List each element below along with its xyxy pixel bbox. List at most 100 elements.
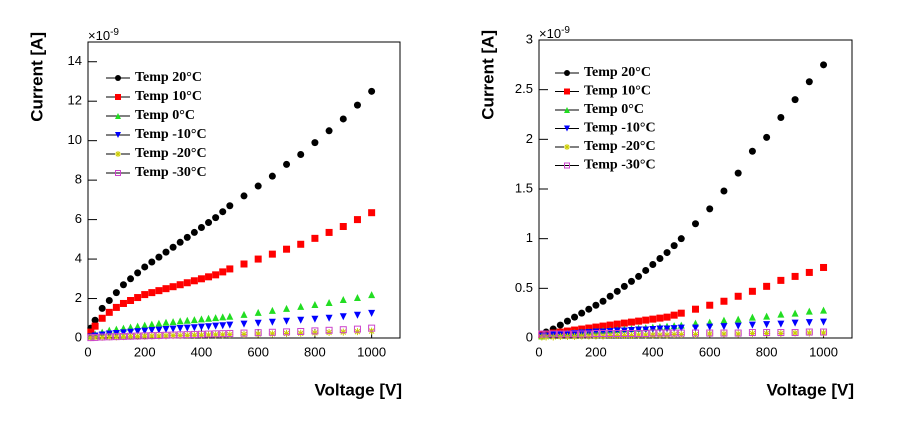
point — [791, 96, 799, 104]
y-tick-label: 2.5 — [515, 81, 533, 96]
plot-frame — [87, 41, 401, 339]
point — [649, 331, 657, 339]
legend-label: Temp 0°C — [135, 108, 195, 123]
legend-label: Temp 10°C — [135, 89, 202, 104]
y-tick-label: 8 — [75, 172, 82, 187]
point — [190, 324, 198, 332]
point — [183, 279, 191, 287]
point — [635, 330, 643, 338]
point — [162, 326, 170, 334]
point — [325, 326, 333, 334]
point — [134, 322, 142, 330]
point — [571, 333, 579, 341]
point — [670, 331, 678, 339]
point — [549, 330, 557, 338]
point — [226, 202, 234, 210]
x-tick-label: 800 — [304, 344, 326, 359]
point — [155, 331, 163, 339]
point — [556, 333, 564, 341]
point — [748, 313, 756, 321]
point — [613, 320, 621, 328]
point — [162, 332, 170, 340]
point — [169, 318, 177, 326]
point — [226, 329, 234, 337]
point — [311, 139, 319, 147]
point — [219, 268, 227, 276]
point — [706, 330, 714, 338]
point — [240, 330, 248, 338]
point — [368, 209, 376, 217]
point — [105, 333, 113, 341]
legend-label: Temp 20°C — [584, 65, 651, 80]
x-axis-label: Voltage [V] — [766, 380, 854, 399]
point — [748, 329, 756, 337]
point — [592, 323, 600, 331]
point — [627, 332, 635, 340]
point — [777, 113, 785, 121]
point — [219, 330, 227, 338]
point — [670, 311, 678, 319]
point — [311, 315, 319, 323]
legend-marker — [115, 132, 121, 138]
point — [183, 331, 191, 339]
point — [268, 318, 276, 326]
point — [176, 325, 184, 333]
point — [677, 235, 685, 243]
point — [212, 314, 220, 322]
point — [585, 330, 593, 338]
point — [556, 321, 564, 329]
point — [311, 329, 319, 337]
point — [692, 220, 699, 228]
point — [571, 330, 579, 338]
x-tick-label: 1000 — [809, 344, 838, 359]
x-tick-label: 200 — [134, 344, 156, 359]
point — [642, 330, 650, 338]
point — [169, 331, 177, 339]
point — [105, 333, 113, 341]
legend-label: Temp -30°C — [584, 158, 656, 173]
point — [283, 329, 291, 337]
point — [87, 328, 95, 336]
point — [627, 318, 635, 326]
point — [620, 330, 628, 338]
y-multiplier: ×10-9 — [88, 27, 119, 44]
point — [91, 333, 99, 341]
point — [169, 243, 177, 251]
point — [670, 325, 678, 333]
point — [368, 87, 376, 95]
point — [791, 309, 799, 317]
point — [677, 331, 685, 339]
point — [297, 329, 305, 337]
point — [585, 305, 593, 313]
point — [656, 255, 664, 263]
point — [212, 214, 220, 222]
x-tick-label: 600 — [699, 344, 721, 359]
point — [620, 327, 628, 335]
point — [820, 318, 828, 326]
y-tick-label: 2 — [526, 131, 533, 146]
legend-marker — [115, 151, 121, 157]
point — [805, 319, 813, 327]
point — [720, 316, 728, 324]
point — [805, 329, 813, 337]
y-tick-label: 2 — [75, 290, 82, 305]
point — [627, 277, 635, 285]
point — [311, 234, 319, 242]
point — [134, 332, 142, 340]
point — [620, 319, 628, 327]
point — [677, 329, 685, 337]
point — [155, 253, 163, 261]
point — [169, 325, 177, 333]
point — [706, 329, 714, 337]
point — [563, 330, 571, 338]
point — [606, 330, 614, 338]
point — [353, 325, 361, 333]
point — [112, 333, 120, 341]
point — [205, 314, 213, 322]
point — [240, 192, 248, 200]
point — [162, 285, 170, 293]
point — [325, 328, 333, 336]
point — [805, 268, 813, 276]
point — [148, 289, 156, 297]
